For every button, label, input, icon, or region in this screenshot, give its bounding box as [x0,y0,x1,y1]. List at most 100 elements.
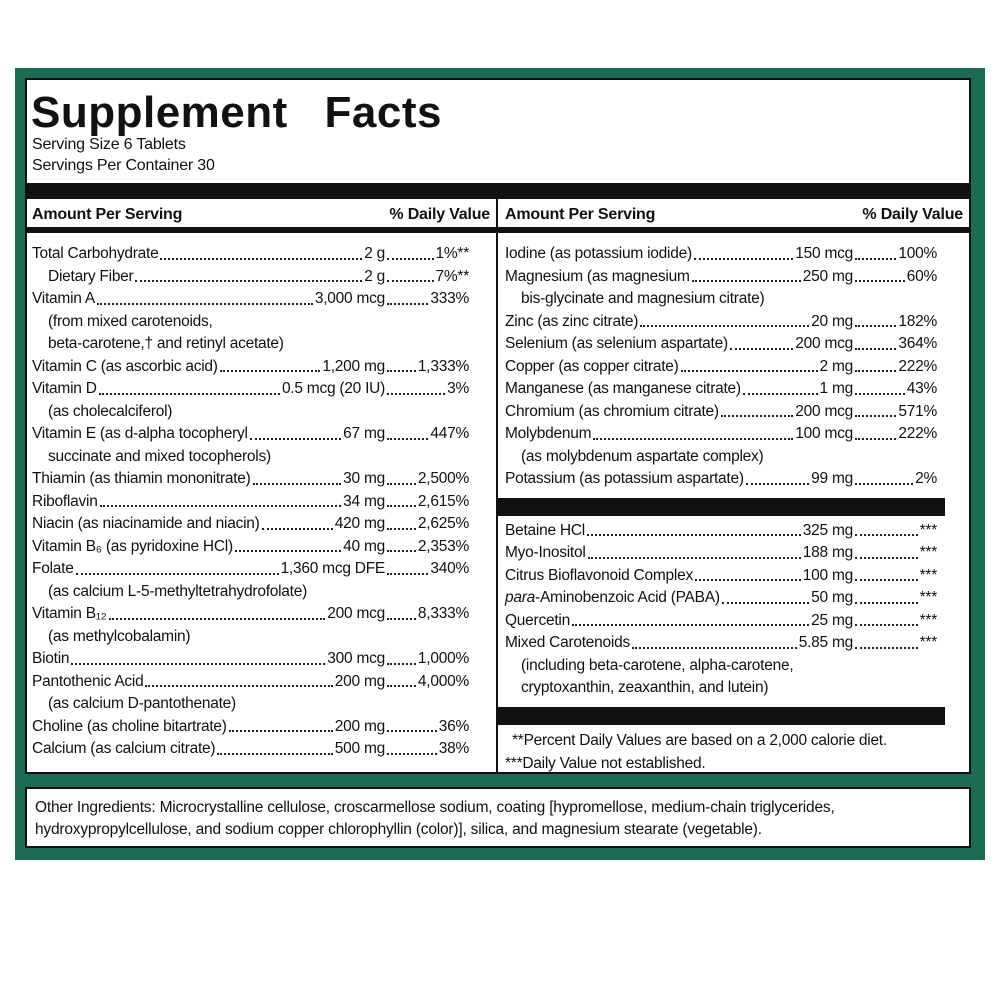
daily-value: 36% [438,717,470,735]
nutrient-name: Vitamin C (as ascorbic acid) [32,357,218,375]
nutrient-name: Citrus Bioflavonoid Complex [505,566,693,584]
leader [261,527,333,530]
nutrient-name: Total Carbohydrate [32,245,159,262]
daily-value: *** [919,521,938,539]
nutrient-row: Choline (as choline bitartrate) 200 mg 36% [32,716,469,739]
leader [387,392,446,395]
leader [693,257,794,260]
amount: 1,360 mcg DFE [280,560,386,577]
nutrient-row: para-Aminobenzoic Acid (PABA) 50 mg *** [505,587,937,610]
amount: 150 mcg [795,245,853,262]
leader [691,280,801,282]
daily-value: 1%** [435,245,470,262]
nutrient-note: (as calcium L-5-methyltetrahydrofolate) [48,582,308,600]
nutrient-row: Vitamin E (as d-alpha tocopheryl 67 mg 447… [32,423,469,446]
leader [387,550,416,552]
daily-value: 1,333% [417,357,469,375]
dv-cell: *** [853,587,937,610]
amount: 250 mg [802,267,853,285]
nutrient-name: Riboflavin [32,492,98,510]
amount: 200 mg [334,672,385,690]
leader [98,392,280,395]
leader [387,482,416,485]
leader [640,325,810,327]
nutrient-row: Betaine HCl 325 mg *** [505,520,937,543]
leader [631,646,797,649]
daily-value: 4,000% [417,672,469,690]
leader [228,730,333,732]
nutrient-row: Myo-Inositol 188 mg *** [505,542,937,565]
leader [571,624,810,626]
dv-cell: 182% [853,311,937,334]
nutrient-row: Vitamin D 0.5 mcg (20 IU) 3% [32,378,469,401]
nutrient-name: Potassium (as potassium aspartate) [505,470,744,487]
leader [720,415,794,417]
leader [745,482,810,485]
leader [387,370,416,372]
column-header: Amount Per Serving % Daily Value [32,205,490,225]
nutrient-row: Vitamin B₁₂ 200 mcg 8,333% [32,603,469,626]
leader [387,437,429,440]
nutrient-row: Riboflavin 34 mg 2,615% [32,491,469,514]
leader [96,302,313,305]
dv-cell: *** [853,542,937,565]
leader [586,534,801,536]
amount: 30 mg [343,470,385,487]
amount-header: Amount Per Serving [505,206,656,223]
leader [252,482,342,485]
daily-value: 43% [906,380,938,397]
nutrient-row: Manganese (as manganese citrate) 1 mg 43% [505,378,937,401]
nutrient-note: cryptoxanthin, zeaxanthin, and lutein) [521,679,769,696]
amount: 34 mg [343,492,385,510]
serving-size: Serving Size 6 Tablets [32,136,186,153]
leader [387,302,429,305]
nutrient-name: Vitamin D [32,380,97,397]
dv-cell: 447% [385,423,469,446]
nutrient-row: Selenium (as selenium aspartate) 200 mcg 3… [505,333,937,356]
dv-cell: 364% [853,333,937,356]
leader [593,437,794,440]
amount: 5.85 mg [798,634,854,651]
nutrient-row: Mixed Carotenoids 5.85 mg *** [505,632,937,655]
daily-value: 7%** [435,267,470,285]
leader [855,325,897,327]
dv-cell: *** [853,520,937,543]
nutrient-note: (as molybdenum aspartate complex) [521,447,764,465]
dv-header: % Daily Value [862,206,963,223]
amount: 25 mg [811,611,853,629]
leader [855,280,905,282]
leader [855,415,897,417]
nutrient-row: Copper (as copper citrate) 2 mg 222% [505,356,937,379]
amount: 0.5 mcg (20 IU) [281,380,385,397]
nutrient-name: Vitamin E (as d-alpha tocopheryl [32,425,248,442]
section-rule [497,497,945,516]
dv-cell: 43% [853,378,937,401]
nutrient-name: Vitamin B₆ (as pyridoxine HCl) [32,537,233,555]
dv-cell: 222% [853,356,937,379]
amount: 20 mg [811,312,853,330]
dv-cell: 2,353% [385,536,469,559]
footnote: ***Daily Value not established. [505,754,706,772]
nutrient-name: Betaine HCl [505,521,585,539]
daily-value: 2% [915,470,937,487]
nutrient-name: Myo-Inositol [505,544,586,561]
leader [855,437,897,440]
leader [855,624,918,626]
dv-cell: 571% [853,401,937,424]
leader [71,662,326,665]
leader [855,392,905,395]
daily-value: 1,000% [417,650,469,667]
daily-value: *** [919,634,938,651]
daily-value: *** [919,611,938,629]
servings-per-container: Servings Per Container 30 [32,157,215,174]
daily-value: 182% [898,312,937,330]
amount: 188 mg [802,544,853,561]
dv-cell: 8,333% [385,603,469,626]
leader [855,482,914,485]
nutrient-row: Niacin (as niacinamide and niacin) 420 mg… [32,513,469,536]
leader [855,646,918,649]
daily-value: 364% [898,335,937,352]
leader [855,579,918,581]
daily-value: 571% [898,402,937,420]
daily-value: 38% [438,740,470,757]
